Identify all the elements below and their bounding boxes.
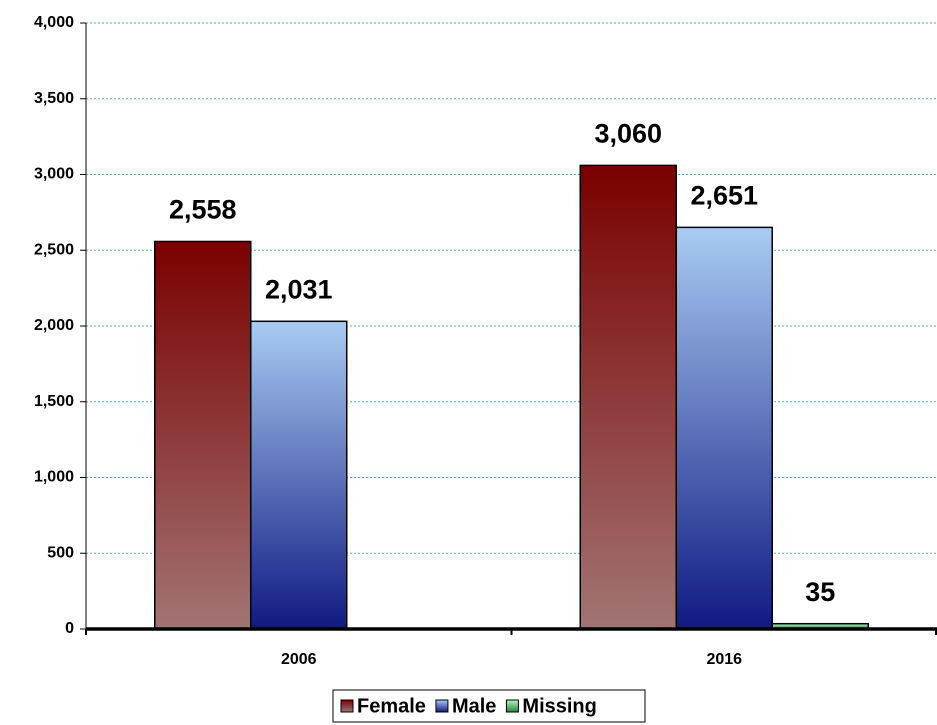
legend-label: Male bbox=[452, 695, 496, 717]
data-label: 3,060 bbox=[594, 119, 662, 149]
bar bbox=[250, 320, 348, 630]
legend-swatch bbox=[340, 699, 354, 713]
x-tick-label: 2006 bbox=[281, 651, 317, 668]
data-label: 2,558 bbox=[169, 195, 237, 225]
x-tick-label: 2016 bbox=[706, 651, 742, 668]
y-tick-label: 1,000 bbox=[34, 469, 74, 486]
legend: Female Male Missing bbox=[332, 689, 646, 723]
legend-label: Missing bbox=[522, 695, 596, 717]
legend-swatch bbox=[435, 699, 449, 713]
y-tick-label: 0 bbox=[65, 620, 74, 637]
y-tick-label: 3,000 bbox=[34, 166, 74, 183]
y-tick-label: 2,500 bbox=[34, 241, 74, 258]
y-tick-label: 1,500 bbox=[34, 393, 74, 410]
data-label: 2,651 bbox=[690, 180, 758, 210]
bar bbox=[675, 226, 773, 630]
y-tick-label: 500 bbox=[47, 544, 74, 561]
legend-label: Female bbox=[357, 695, 426, 717]
data-label: 35 bbox=[805, 577, 835, 607]
y-tick-label: 3,500 bbox=[34, 90, 74, 107]
legend-swatch bbox=[505, 699, 519, 713]
bar bbox=[154, 240, 252, 630]
legend-box bbox=[332, 689, 646, 723]
y-tick-label: 2,000 bbox=[34, 317, 74, 334]
y-tick-label: 4,000 bbox=[34, 14, 74, 31]
bar bbox=[579, 164, 677, 630]
data-label: 2,031 bbox=[265, 274, 333, 304]
